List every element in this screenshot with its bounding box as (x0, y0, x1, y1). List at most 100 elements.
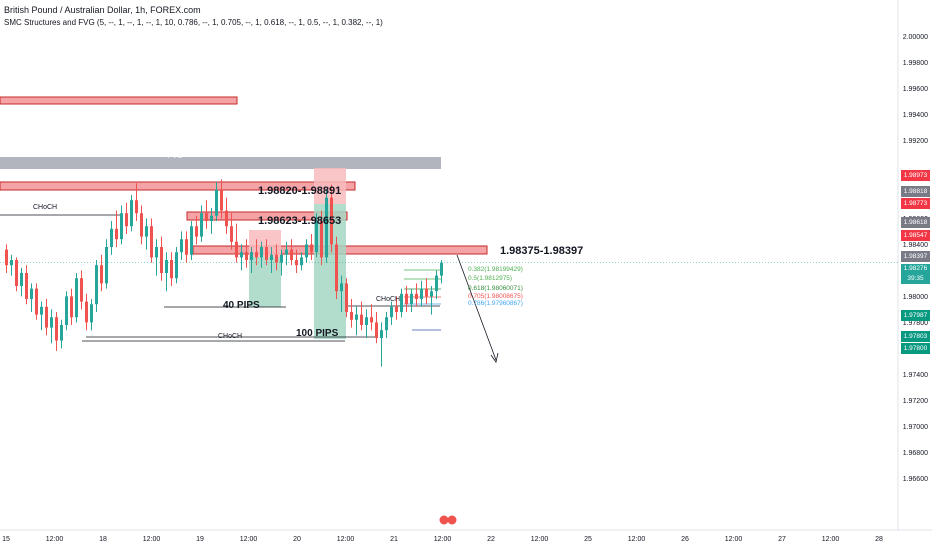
candle (55, 312, 58, 351)
event-icon (439, 515, 449, 525)
candle-body (330, 197, 333, 245)
fib-level-label: 0.705(1.98008675) (468, 293, 523, 300)
candle (240, 244, 243, 271)
candle-body (420, 288, 423, 299)
candle-body (70, 296, 73, 318)
time-tick: 15 (2, 536, 10, 543)
candle-body (440, 262, 443, 276)
indicator-label[interactable]: SMC Structures and FVG (5, --, 1, --, 1,… (4, 18, 383, 27)
time-tick: 28 (875, 536, 883, 543)
candle (415, 283, 418, 307)
candle (255, 239, 258, 266)
candle-body (80, 278, 83, 302)
candle-body (310, 244, 313, 253)
time-tick: 12:00 (627, 536, 646, 543)
candle-body (230, 226, 233, 242)
time-tick: 12:00 (821, 536, 840, 543)
candle-body (260, 247, 263, 258)
candle (320, 210, 323, 266)
candle-body (275, 254, 278, 263)
candle (15, 257, 18, 292)
candle (110, 221, 113, 255)
candle-body (280, 254, 283, 263)
candle-body (25, 273, 28, 299)
price-tick: 1.99200 (902, 138, 928, 145)
candle-body (405, 293, 408, 305)
candle-body (40, 306, 43, 315)
candle (170, 252, 173, 286)
candle (210, 208, 213, 234)
candle (190, 221, 193, 260)
candle (440, 260, 443, 284)
price-tick: 1.98000 (902, 294, 928, 301)
candle (100, 254, 103, 292)
candle-body (370, 317, 373, 323)
candle-body (425, 288, 428, 297)
candle-body (315, 221, 318, 253)
candle-body (175, 252, 178, 279)
candle (365, 309, 368, 338)
candle (105, 239, 108, 289)
candle-body (20, 273, 23, 286)
candle (155, 239, 158, 276)
candle-body (55, 317, 58, 341)
time-tick: 19 (196, 536, 204, 543)
candle-body (285, 249, 288, 255)
price-tick: 1.96600 (902, 476, 928, 483)
candle-body (340, 283, 343, 292)
candle (130, 195, 133, 232)
candle (125, 202, 128, 234)
price-badge: 1.98276 39:35 (901, 264, 930, 284)
candle-body (165, 260, 168, 273)
candle-body (155, 247, 158, 258)
candle-body (245, 252, 248, 260)
candle-body (360, 314, 363, 325)
candle-body (295, 260, 298, 266)
candle-body (255, 252, 258, 258)
candle-body (300, 257, 303, 266)
price-badge-value: 1.98818 (903, 188, 928, 195)
price-tick: 1.97400 (902, 372, 928, 379)
price-badge: 1.97800 (901, 343, 930, 354)
price-tick: 1.97000 (902, 424, 928, 431)
candle (400, 288, 403, 318)
fvg-zone (0, 157, 441, 169)
candle (5, 244, 8, 273)
candle (250, 247, 253, 273)
candle (325, 189, 328, 263)
drawings (0, 96, 900, 342)
candle-body (65, 296, 68, 325)
candle-body (375, 322, 378, 338)
price-badge-value: 1.97800 (903, 345, 928, 352)
candle (50, 309, 53, 344)
zone-label-3: 1.98375-1.98397 (500, 245, 584, 257)
candle-body (320, 221, 323, 258)
candle (25, 265, 28, 305)
price-tick: 1.99400 (902, 112, 928, 119)
candle (225, 197, 228, 234)
candle-body (385, 317, 388, 331)
candle-body (75, 278, 78, 318)
candle (390, 301, 393, 325)
candle-body (15, 260, 18, 286)
pips-label-100: 100 PIPS (296, 328, 339, 339)
candle (425, 278, 428, 305)
candle-body (5, 249, 8, 266)
candle (180, 231, 183, 260)
fib-level-label: 0.5(1.9812975) (468, 275, 513, 282)
candle (275, 244, 278, 271)
time-tick: 27 (778, 536, 786, 543)
candle (370, 304, 373, 331)
candle-body (235, 241, 238, 258)
candle-body (10, 260, 13, 266)
candle (260, 241, 263, 268)
candle (280, 249, 283, 276)
price-tick: 1.98400 (902, 242, 928, 249)
candles (5, 179, 443, 367)
time-tick: 21 (390, 536, 398, 543)
fvg-label: FVG (168, 153, 183, 160)
price-tick: 1.99600 (902, 86, 928, 93)
candle-body (90, 304, 93, 323)
candle-body (415, 293, 418, 299)
